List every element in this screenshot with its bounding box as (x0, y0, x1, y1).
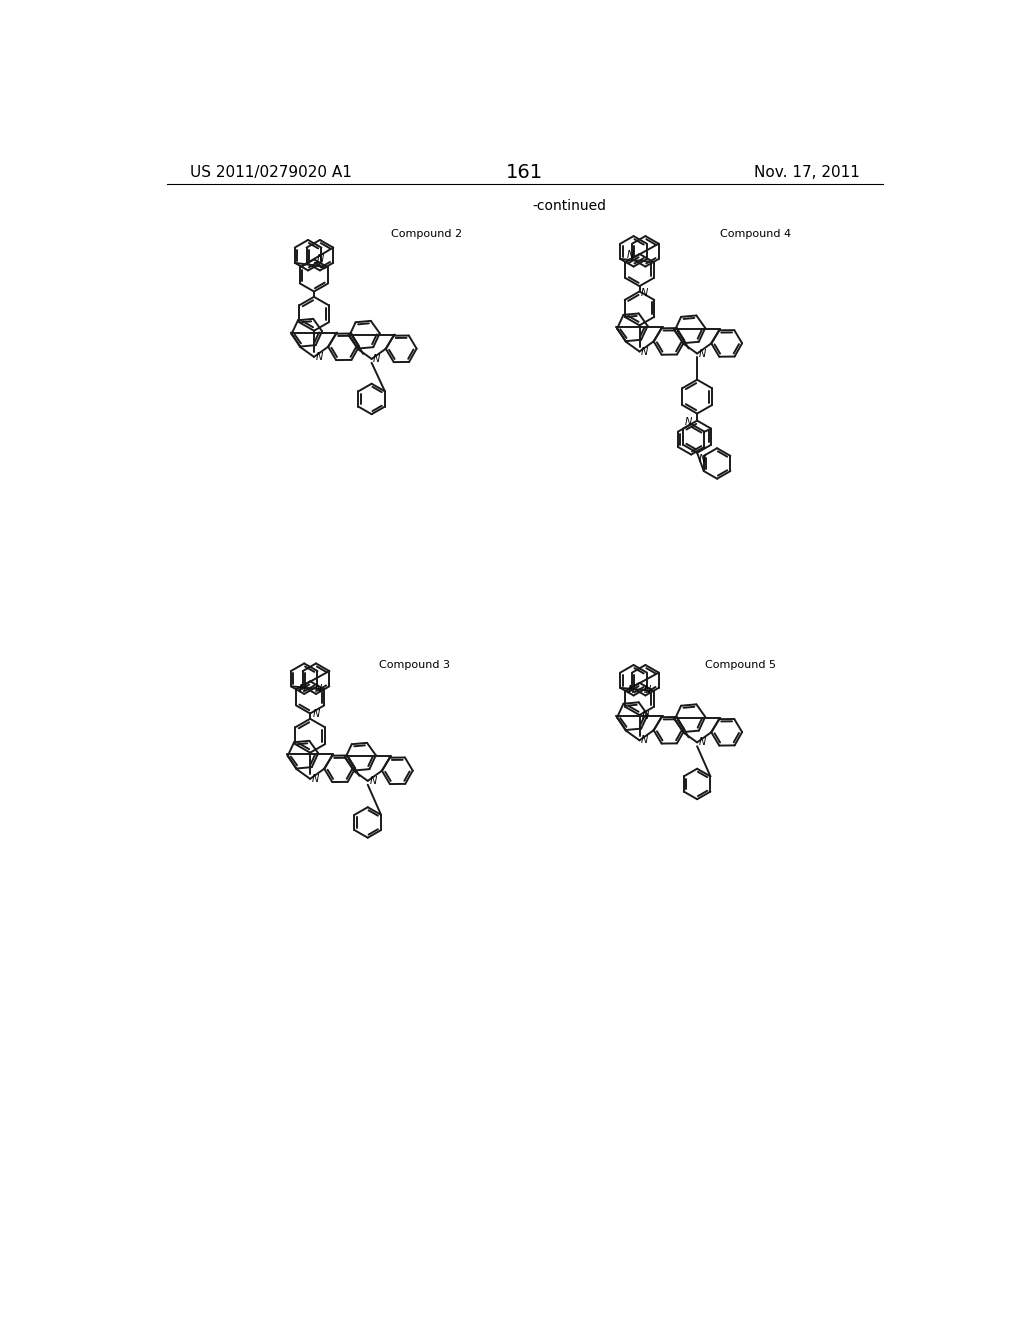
Text: US 2011/0279020 A1: US 2011/0279020 A1 (190, 165, 352, 180)
Text: N: N (370, 776, 377, 785)
Text: Compound 3: Compound 3 (379, 660, 451, 671)
Text: N: N (698, 738, 706, 747)
Text: N: N (314, 684, 322, 693)
Text: Nov. 17, 2011: Nov. 17, 2011 (754, 165, 859, 180)
Text: Compound 4: Compound 4 (720, 228, 792, 239)
Text: N: N (698, 454, 706, 465)
Text: N: N (373, 354, 381, 364)
Text: -continued: -continued (532, 199, 607, 213)
Text: N: N (641, 288, 648, 298)
Text: N: N (316, 253, 324, 264)
Text: N: N (311, 774, 318, 784)
Text: N: N (628, 685, 635, 696)
Text: N: N (685, 417, 692, 428)
Text: N: N (642, 710, 649, 721)
Text: N: N (315, 352, 323, 362)
Text: 161: 161 (506, 162, 544, 182)
Text: N: N (641, 347, 648, 356)
Text: Compound 2: Compound 2 (391, 228, 462, 239)
Text: N: N (298, 684, 306, 693)
Text: N: N (698, 348, 706, 359)
Text: N: N (644, 685, 651, 696)
Text: N: N (627, 251, 634, 260)
Text: N: N (641, 735, 648, 746)
Text: Compound 5: Compound 5 (705, 660, 776, 671)
Text: N: N (312, 709, 319, 719)
